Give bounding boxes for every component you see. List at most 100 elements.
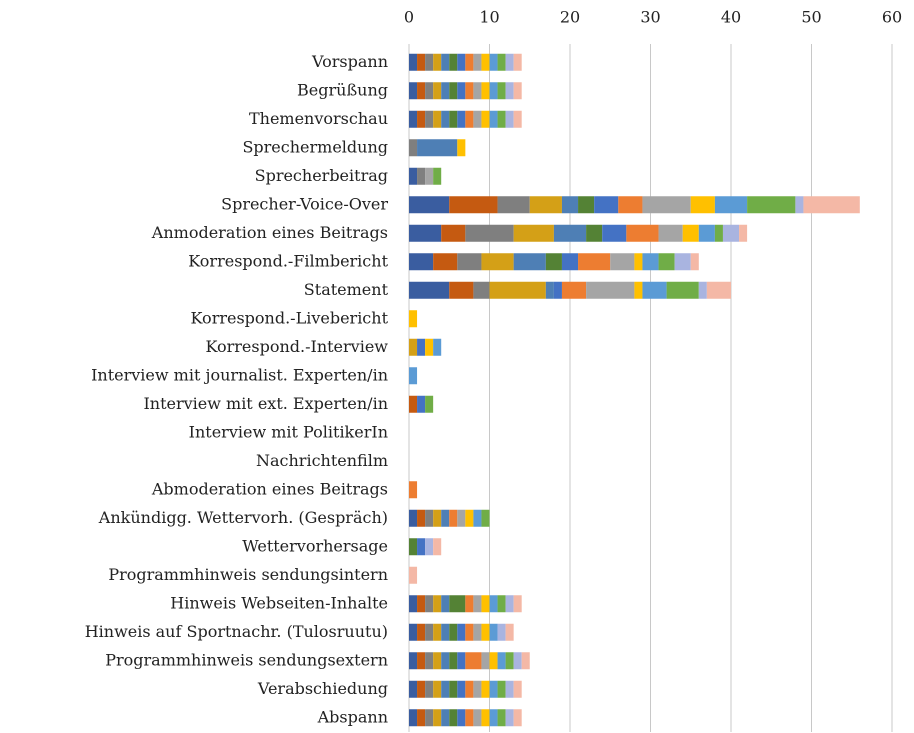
bar-segment [409,224,442,242]
bar-segment [561,196,579,214]
bar-segment [409,281,450,299]
bar-segment [465,709,474,727]
bar-segment [465,110,474,128]
bar-segment [489,53,498,71]
bar-segment [473,680,482,698]
x-tick-label: 60 [882,8,902,27]
bar-segment [545,253,562,271]
y-tick-label: Abmoderation eines Beitrags [151,479,388,498]
bar-segment [441,709,450,727]
bar-segment [449,623,458,641]
bar-segment [513,652,522,670]
bar-segment [409,167,418,185]
bar-segment [409,623,418,641]
y-tick-label: Themenvorschau [249,109,388,128]
bar-segment [425,338,434,356]
bar-segment [690,253,699,271]
bar-segment [642,253,659,271]
bar-segment [706,281,731,299]
bar-segment [441,110,450,128]
bar-segment [658,224,683,242]
bar-segment [481,595,490,613]
bar-segment [513,680,522,698]
bar-segment [505,652,514,670]
y-tick-label: Begrüßung [297,80,388,99]
y-tick-label: Sprecherbeitrag [255,166,388,185]
bar-segment [417,623,426,641]
bar-segment [449,680,458,698]
bar-segment [489,595,498,613]
bar-segment [457,652,466,670]
y-tick-label: Hinweis Webseiten-Inhalte [170,593,388,612]
bar-segment [417,82,426,100]
bar-segment [618,196,643,214]
bar-segment [433,623,442,641]
bar-segment [497,709,506,727]
bar-segment [722,224,740,242]
bar-segment [433,338,442,356]
y-tick-label: Anmoderation eines Beitrags [151,223,388,242]
bar-segment [441,82,450,100]
bar-segment [449,509,458,527]
bar-segment [473,53,482,71]
bar-segment [714,224,723,242]
bar-segment [497,196,530,214]
bar-segment [505,709,514,727]
bar-segment [433,709,442,727]
bar-segment [747,196,796,214]
bar-segment [578,196,595,214]
bar-segment [449,53,458,71]
bar-segment [505,82,514,100]
bar-segment [714,196,748,214]
y-tick-label: Korrespond.-Filmbericht [188,251,388,270]
bar-segment [586,281,635,299]
bar-segment [666,281,699,299]
bar-segment [481,82,490,100]
bar-segment [481,680,490,698]
bar-segment [610,253,635,271]
bar-segment [513,709,522,727]
bar-segment [433,652,442,670]
bar-segment [417,652,426,670]
x-tick-label: 30 [640,8,660,27]
x-tick-label: 50 [801,8,821,27]
bar-segment [465,509,474,527]
bar-segment [417,53,426,71]
y-tick-label: Interview mit ext. Experten/in [143,394,388,413]
bar-segment [425,595,434,613]
bar-segment [433,53,442,71]
bar-segment [602,224,627,242]
bar-segment [497,110,506,128]
bar-segment [674,253,691,271]
y-tick-label: Abspann [317,707,388,726]
bar-segment [409,509,418,527]
y-tick-label: Wettervorhersage [242,536,388,555]
bar-segment [521,652,530,670]
bar-segment [545,281,554,299]
x-tick-label: 20 [560,8,580,27]
bar-segment [497,623,506,641]
bar-segment [682,224,699,242]
y-tick-label: Interview mit PolitikerIn [189,422,388,441]
bar-segment [803,196,860,214]
bar-segment [553,281,562,299]
x-tick-label: 10 [479,8,499,27]
y-tick-label: Vorspann [311,52,388,71]
bar-segment [425,53,434,71]
bar-segment [465,623,474,641]
bar-segment [449,709,458,727]
bar-segment [513,110,522,128]
bar-segment [417,538,426,556]
bar-segment [409,709,418,727]
bar-segment [433,538,442,556]
bar-segment [457,623,466,641]
bar-segment [409,139,418,157]
bar-segment [739,224,748,242]
bar-segment [465,224,514,242]
bar-segment [449,595,466,613]
bar-segment [417,110,426,128]
bar-segment [489,110,498,128]
bar-segment [409,481,418,499]
bar-segment [513,595,522,613]
bar-segment [473,623,482,641]
